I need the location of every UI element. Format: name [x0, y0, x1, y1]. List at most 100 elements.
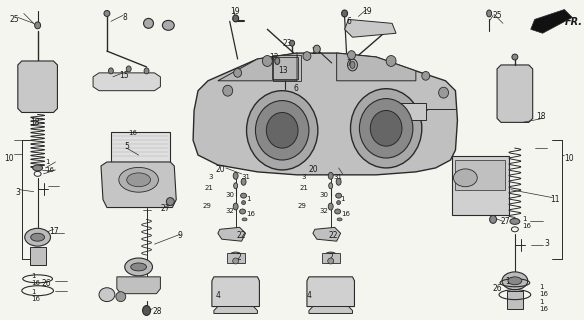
Text: 32: 32 [320, 208, 329, 213]
Text: 3: 3 [16, 188, 20, 197]
Ellipse shape [162, 20, 174, 30]
Ellipse shape [255, 100, 309, 160]
Ellipse shape [290, 40, 294, 46]
Text: 22: 22 [237, 231, 246, 240]
Polygon shape [531, 10, 572, 33]
Text: 26: 26 [492, 284, 502, 293]
Text: 26: 26 [42, 279, 51, 288]
Text: 22: 22 [329, 231, 338, 240]
Ellipse shape [246, 91, 318, 170]
Bar [273, 55, 301, 81]
Text: FR.: FR. [564, 17, 582, 28]
Ellipse shape [508, 277, 522, 285]
Ellipse shape [303, 52, 311, 60]
Ellipse shape [119, 167, 158, 192]
Text: 25: 25 [492, 12, 502, 20]
Ellipse shape [242, 218, 247, 221]
Ellipse shape [241, 178, 246, 185]
Polygon shape [309, 307, 353, 314]
Ellipse shape [229, 252, 242, 262]
Text: 2: 2 [237, 253, 241, 262]
Bar [396, 103, 426, 120]
Ellipse shape [336, 193, 342, 198]
Ellipse shape [386, 56, 396, 67]
Ellipse shape [335, 209, 340, 214]
Bar [111, 132, 171, 162]
Text: 8: 8 [123, 13, 127, 22]
Text: 24: 24 [312, 47, 322, 56]
Text: 13: 13 [278, 66, 288, 75]
Bar [30, 247, 46, 265]
Text: 3: 3 [208, 174, 213, 180]
Polygon shape [117, 277, 161, 294]
Text: 6: 6 [346, 17, 352, 27]
Text: 16: 16 [32, 296, 41, 302]
Text: 4: 4 [307, 291, 312, 300]
Text: 6: 6 [293, 84, 298, 93]
Text: 10: 10 [4, 154, 13, 163]
Ellipse shape [125, 258, 152, 276]
Ellipse shape [422, 71, 430, 80]
Text: 17: 17 [50, 227, 59, 236]
Ellipse shape [336, 178, 341, 185]
Text: 19: 19 [230, 6, 239, 16]
Text: 21: 21 [205, 185, 214, 191]
Text: 16: 16 [522, 223, 531, 229]
Text: 1: 1 [32, 289, 36, 295]
Bar [227, 253, 245, 263]
Text: 11: 11 [551, 195, 560, 204]
Ellipse shape [239, 209, 245, 214]
Text: 1: 1 [46, 159, 50, 165]
Ellipse shape [234, 68, 242, 77]
Polygon shape [101, 162, 176, 208]
Ellipse shape [116, 292, 126, 301]
Text: 2: 2 [329, 253, 333, 262]
Ellipse shape [233, 203, 238, 210]
Ellipse shape [337, 218, 342, 221]
Ellipse shape [232, 15, 239, 22]
Ellipse shape [144, 19, 154, 28]
Text: 1: 1 [540, 284, 544, 290]
Text: 20: 20 [309, 165, 318, 174]
Text: 30: 30 [226, 192, 235, 198]
Ellipse shape [486, 10, 492, 17]
Polygon shape [313, 227, 340, 241]
Text: 21: 21 [299, 185, 308, 191]
Text: 16: 16 [32, 280, 41, 286]
Polygon shape [218, 227, 245, 241]
Text: 16: 16 [540, 291, 548, 297]
Text: 1: 1 [340, 196, 345, 202]
Text: 15: 15 [119, 71, 128, 80]
Text: 3: 3 [301, 174, 305, 180]
Text: 28: 28 [152, 307, 162, 316]
Bar [456, 160, 505, 190]
Ellipse shape [109, 68, 113, 74]
Text: 16: 16 [342, 212, 350, 218]
Text: 14: 14 [394, 107, 404, 116]
Text: 23: 23 [282, 39, 292, 48]
Polygon shape [218, 53, 297, 81]
Text: 16: 16 [540, 306, 548, 312]
Ellipse shape [241, 193, 246, 198]
Text: 4: 4 [216, 291, 221, 300]
Ellipse shape [350, 89, 422, 168]
Text: 30: 30 [320, 192, 329, 198]
Ellipse shape [232, 258, 239, 264]
Ellipse shape [342, 10, 347, 17]
Text: 29: 29 [297, 203, 306, 209]
Text: 7: 7 [346, 59, 352, 68]
Text: 27: 27 [500, 217, 510, 227]
Ellipse shape [127, 173, 151, 187]
Ellipse shape [144, 68, 149, 74]
Text: 18: 18 [30, 118, 39, 127]
Text: 29: 29 [203, 203, 212, 209]
Text: 19: 19 [363, 6, 372, 16]
Polygon shape [307, 277, 354, 307]
Polygon shape [214, 307, 258, 314]
Text: 31: 31 [242, 174, 251, 180]
Ellipse shape [33, 165, 43, 171]
Ellipse shape [359, 99, 413, 158]
Ellipse shape [25, 228, 50, 246]
Text: 25: 25 [10, 15, 19, 24]
Ellipse shape [223, 85, 232, 96]
